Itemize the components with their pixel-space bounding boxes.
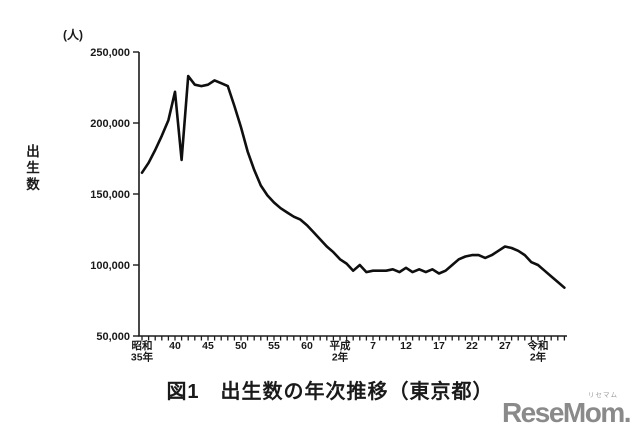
x-tick-label: 昭和: [132, 339, 153, 352]
y-axis-unit-label: (人): [63, 28, 83, 42]
x-tick-label: 22: [466, 340, 478, 352]
y-axis-title: 出生数: [24, 144, 39, 194]
y-tick-label: 50,000: [96, 331, 130, 343]
resemom-logo-ruby: リセマム: [588, 392, 618, 399]
y-tick-label: 100,000: [90, 260, 130, 272]
x-tick-label: 60: [301, 340, 313, 352]
x-tick-label: 35年: [131, 351, 154, 364]
resemom-logo-text: ReseMom.: [501, 397, 632, 428]
x-tick-label: 令和: [527, 339, 549, 352]
birth-count-line: [140, 74, 566, 290]
x-tick-label: 2年: [332, 351, 349, 364]
x-tick-label: 27: [499, 340, 511, 352]
y-tick-label: 150,000: [90, 189, 130, 201]
x-tick-label: 平成: [330, 339, 351, 352]
y-tick-label: 250,000: [90, 47, 130, 59]
axes: [138, 52, 567, 337]
x-tick-label: 17: [433, 340, 445, 352]
x-tick-label: 45: [202, 340, 214, 352]
x-tick-label: 7: [370, 340, 376, 352]
figure-caption: 図1 出生数の年次推移（東京都）: [166, 381, 494, 403]
x-tick-label: 2年: [530, 351, 547, 364]
x-tick-label: 55: [268, 340, 280, 352]
resemom-logo: リセマム ReseMom.: [501, 392, 632, 428]
x-tick-label: 12: [400, 340, 412, 352]
x-tick-label: 40: [169, 340, 181, 352]
y-tick-label: 200,000: [90, 118, 130, 130]
x-tick-label: 50: [235, 340, 247, 352]
